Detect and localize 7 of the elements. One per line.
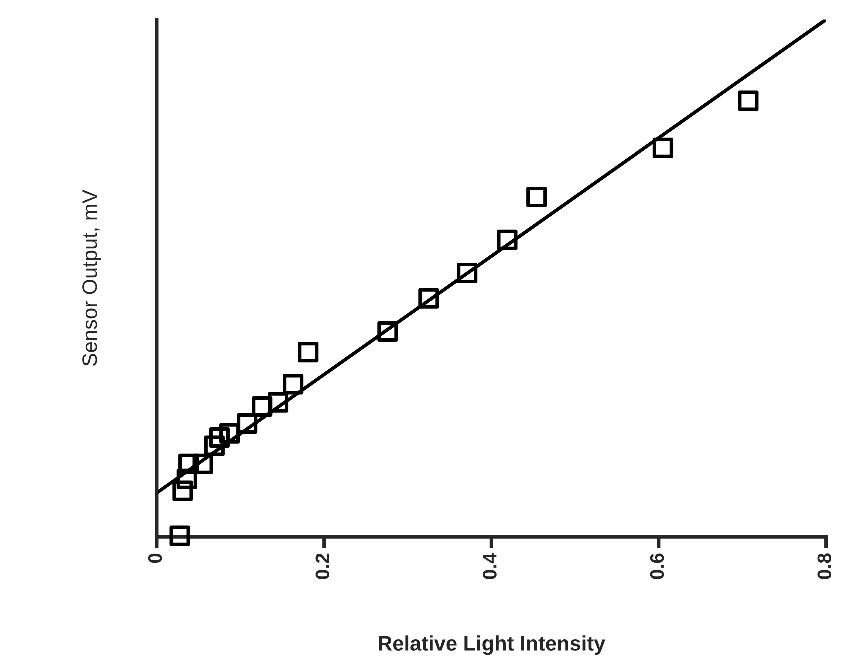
x-tick-label: 0.6 <box>650 554 664 580</box>
x-tick-label: 0.8 <box>818 554 832 580</box>
y-axis-title: Sensor Output, mV <box>82 190 102 366</box>
x-tick-label: 0 <box>148 554 162 564</box>
x-tick-label: 0.4 <box>483 553 497 580</box>
x-tick-label: 0.2 <box>316 554 330 580</box>
x-axis-title: Relative Light Intensity <box>379 636 606 656</box>
